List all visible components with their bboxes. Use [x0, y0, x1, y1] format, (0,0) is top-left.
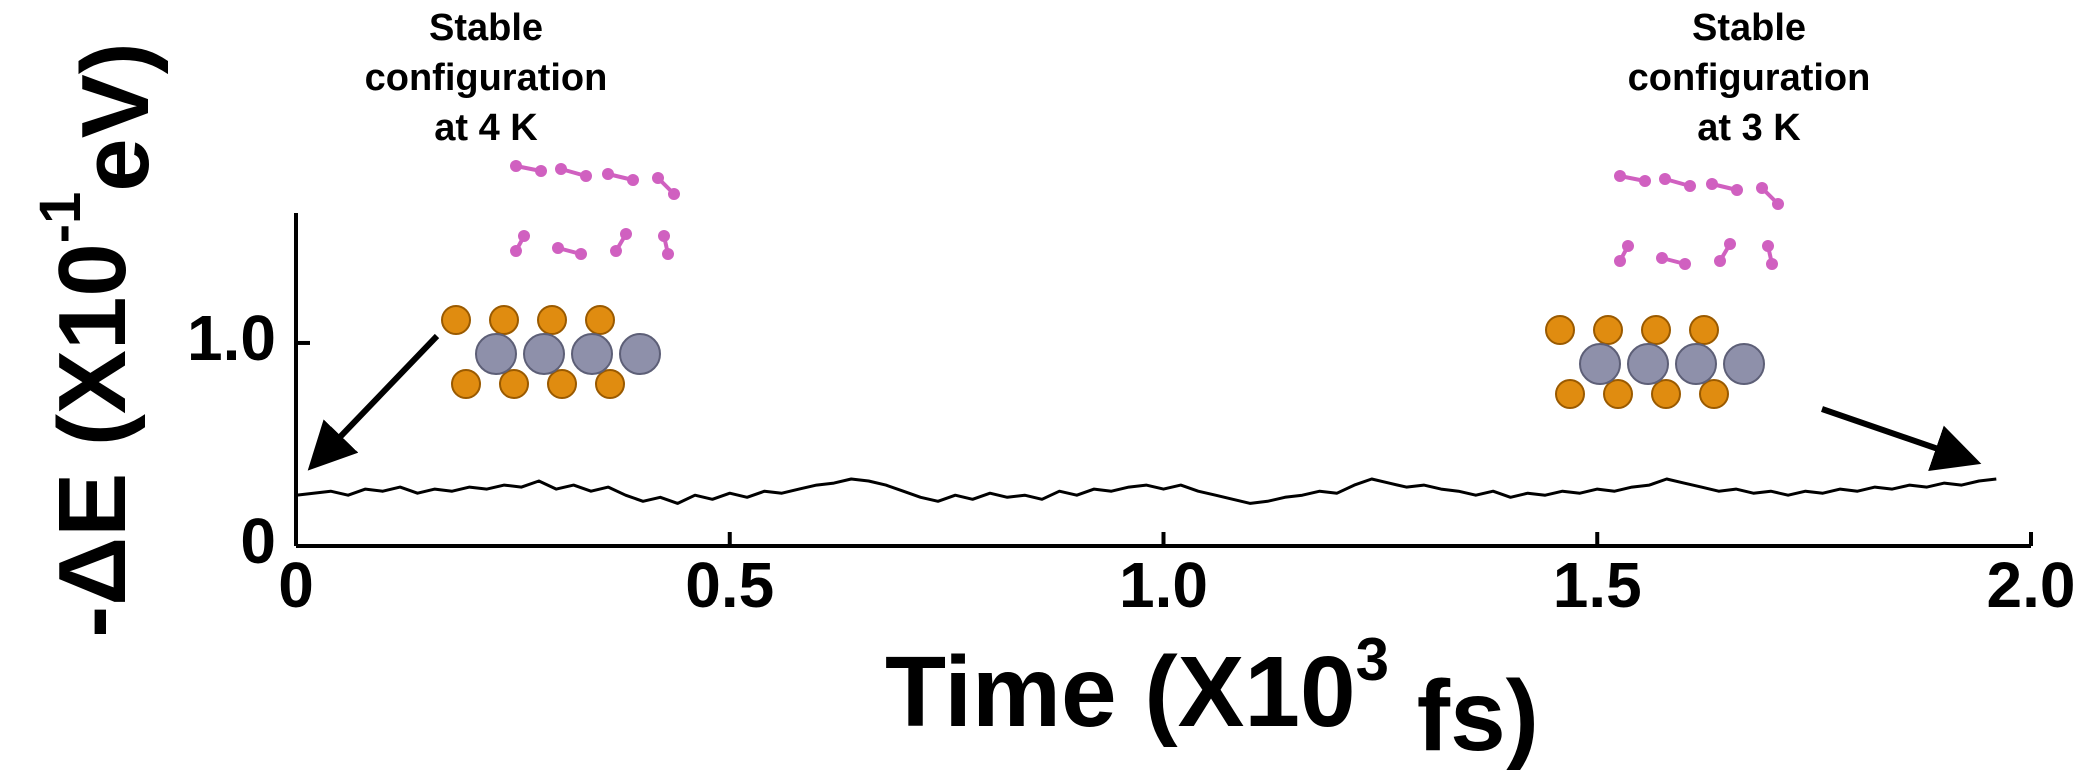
- atom: [1679, 258, 1691, 270]
- annotation: at 4 K: [434, 107, 538, 149]
- atom: [1641, 315, 1671, 345]
- y-label-unit: eV): [62, 42, 169, 191]
- atom: [1731, 184, 1743, 196]
- y-tick-label: 1.0: [187, 302, 276, 374]
- atom: [1766, 258, 1778, 270]
- x-label-exponent: 3: [1356, 626, 1389, 693]
- x-tick-label: 0.5: [685, 549, 774, 621]
- atom: [1656, 252, 1668, 264]
- atom: [620, 228, 632, 240]
- x-label-unit: fs): [1389, 660, 1539, 770]
- atom: [1639, 175, 1651, 187]
- x-label-text: Time (X10: [885, 636, 1356, 748]
- annotation: configuration: [365, 57, 608, 99]
- data-line: [295, 477, 1997, 505]
- x-tick-label: 1.5: [1553, 549, 1642, 621]
- atom: [518, 230, 530, 242]
- atom: [658, 230, 670, 242]
- atom: [1675, 343, 1717, 385]
- arrow: [307, 333, 440, 471]
- structures: [441, 160, 1784, 409]
- atom: [619, 333, 661, 375]
- atom: [510, 245, 522, 257]
- atom: [451, 369, 481, 399]
- x-tick-label: 0: [278, 549, 314, 621]
- atom: [585, 305, 615, 335]
- atom: [1689, 315, 1719, 345]
- atom: [627, 174, 639, 186]
- y-axis-label: -ΔE (X10-1eV): [29, 42, 170, 637]
- annotation: Stable: [429, 7, 543, 49]
- atom: [1724, 238, 1736, 250]
- atom: [1723, 343, 1765, 385]
- atom: [580, 170, 592, 182]
- arrow: [1821, 406, 1982, 471]
- atom: [1614, 255, 1626, 267]
- atom: [510, 160, 522, 172]
- atom: [441, 305, 471, 335]
- atom: [1627, 343, 1669, 385]
- atom: [575, 248, 587, 260]
- atom: [610, 245, 622, 257]
- atom: [1622, 240, 1634, 252]
- y-tick-label: 0: [240, 505, 276, 577]
- atom: [1762, 240, 1774, 252]
- atom: [1614, 170, 1626, 182]
- annotation: Stable: [1692, 7, 1806, 49]
- annotation: at 3 K: [1697, 107, 1801, 149]
- x-tick-label: 2.0: [1987, 549, 2076, 621]
- atom: [571, 333, 613, 375]
- atom: [1684, 180, 1696, 192]
- atom: [547, 369, 577, 399]
- atom: [662, 248, 674, 260]
- atom: [652, 172, 664, 184]
- atom: [1706, 178, 1718, 190]
- atom: [595, 369, 625, 399]
- atom: [499, 369, 529, 399]
- atom: [535, 165, 547, 177]
- atom: [602, 168, 614, 180]
- x-tick-label: 1.0: [1119, 549, 1208, 621]
- annotation: configuration: [1628, 57, 1871, 99]
- atom: [1714, 255, 1726, 267]
- atom: [1593, 315, 1623, 345]
- atom: [1603, 379, 1633, 409]
- atom: [1555, 379, 1585, 409]
- atom: [668, 188, 680, 200]
- atom: [523, 333, 565, 375]
- atom: [1579, 343, 1621, 385]
- atom: [552, 242, 564, 254]
- atom: [1545, 315, 1575, 345]
- atom: [555, 163, 567, 175]
- atom: [537, 305, 567, 335]
- atom: [489, 305, 519, 335]
- x-axis-label: Time (X103 fs): [885, 626, 1539, 770]
- atom: [1659, 173, 1671, 185]
- atom: [1772, 198, 1784, 210]
- y-label-text: -ΔE (X10: [39, 243, 146, 637]
- atom: [475, 333, 517, 375]
- atom: [1699, 379, 1729, 409]
- atom: [1756, 182, 1768, 194]
- atom: [1651, 379, 1681, 409]
- y-label-exponent: -1: [29, 192, 94, 244]
